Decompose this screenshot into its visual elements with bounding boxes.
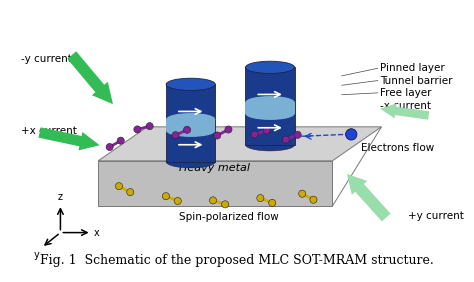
- Text: x: x: [93, 228, 99, 238]
- Circle shape: [257, 195, 264, 202]
- Text: -x current: -x current: [380, 101, 430, 111]
- Text: +y current: +y current: [408, 211, 464, 221]
- Circle shape: [116, 183, 123, 190]
- Circle shape: [174, 197, 182, 204]
- Ellipse shape: [246, 96, 295, 108]
- Ellipse shape: [166, 125, 215, 137]
- Polygon shape: [98, 161, 332, 206]
- Text: Free layer: Free layer: [380, 88, 431, 98]
- Circle shape: [269, 199, 276, 206]
- Ellipse shape: [166, 113, 215, 125]
- Circle shape: [346, 129, 357, 140]
- Text: z: z: [58, 192, 63, 202]
- Text: Spin-polarized flow: Spin-polarized flow: [179, 213, 278, 222]
- Text: Electrons flow: Electrons flow: [361, 143, 434, 153]
- Circle shape: [127, 189, 134, 196]
- Circle shape: [225, 126, 232, 133]
- Text: Fig. 1  Schematic of the proposed MLC SOT-MRAM structure.: Fig. 1 Schematic of the proposed MLC SOT…: [40, 254, 434, 267]
- Circle shape: [117, 137, 124, 144]
- Circle shape: [183, 126, 191, 133]
- Polygon shape: [332, 127, 382, 206]
- Circle shape: [263, 127, 270, 134]
- Text: Heavy metal: Heavy metal: [179, 163, 250, 173]
- Circle shape: [214, 132, 221, 139]
- Circle shape: [210, 197, 217, 204]
- Ellipse shape: [246, 108, 295, 120]
- Ellipse shape: [166, 156, 215, 168]
- Text: Tunnel barrier: Tunnel barrier: [380, 76, 452, 85]
- Circle shape: [283, 136, 290, 143]
- Text: Pinned layer: Pinned layer: [380, 63, 444, 73]
- Circle shape: [299, 190, 306, 197]
- Bar: [246, 67, 295, 145]
- Bar: [166, 119, 215, 131]
- Circle shape: [310, 196, 317, 203]
- Circle shape: [146, 123, 153, 130]
- Ellipse shape: [246, 61, 295, 74]
- Ellipse shape: [166, 78, 215, 91]
- Bar: [166, 84, 215, 162]
- Bar: [246, 102, 295, 114]
- Circle shape: [163, 193, 170, 200]
- Polygon shape: [380, 103, 429, 120]
- Circle shape: [172, 132, 179, 139]
- Circle shape: [221, 201, 228, 208]
- Polygon shape: [347, 174, 391, 221]
- Polygon shape: [98, 127, 382, 161]
- Circle shape: [106, 144, 113, 151]
- Text: y: y: [34, 250, 40, 260]
- Text: +x current: +x current: [21, 125, 77, 136]
- Polygon shape: [67, 51, 113, 104]
- Circle shape: [134, 126, 141, 133]
- Ellipse shape: [246, 139, 295, 151]
- Circle shape: [251, 131, 258, 138]
- Polygon shape: [38, 127, 100, 150]
- Circle shape: [294, 131, 301, 138]
- Text: -y current: -y current: [21, 54, 72, 64]
